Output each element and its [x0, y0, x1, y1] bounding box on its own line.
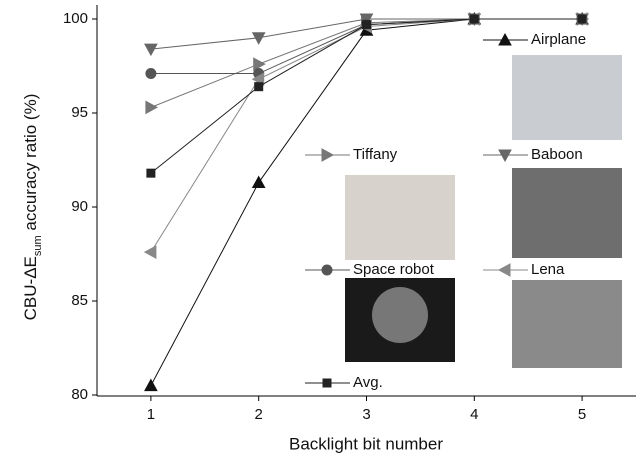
x-tick-label: 4 — [470, 406, 478, 423]
airplane-image — [512, 55, 622, 140]
marker — [578, 15, 586, 23]
marker — [145, 44, 157, 55]
y-axis-title-sub: sum — [32, 235, 44, 256]
baboon-image — [512, 168, 622, 258]
legend-label: Lena — [531, 261, 565, 278]
tiffany-image — [345, 175, 455, 260]
marker — [470, 15, 478, 23]
marker — [322, 149, 333, 161]
marker — [253, 177, 265, 188]
y-tick-label: 100 — [63, 10, 88, 27]
marker — [147, 169, 155, 177]
legend-label: Tiffany — [353, 146, 398, 163]
marker — [145, 246, 156, 258]
marker — [322, 265, 332, 275]
marker — [323, 379, 331, 387]
y-axis-title: CBU-ΔEsum accuracy ratio (%) — [21, 94, 43, 321]
x-tick-label: 1 — [147, 406, 155, 423]
chart: Backlight bit number CBU-ΔEsum accuracy … — [0, 0, 644, 463]
x-tick-label: 3 — [362, 406, 370, 423]
y-tick-label: 85 — [71, 292, 88, 309]
legend-label: Avg. — [353, 374, 383, 391]
marker — [363, 21, 371, 29]
space-robot-planet — [372, 287, 428, 343]
y-axis-title-end: accuracy ratio (%) — [21, 94, 40, 236]
marker — [146, 101, 157, 113]
x-tick-label: 2 — [255, 406, 263, 423]
marker — [146, 69, 156, 79]
legend-label: Space robot — [353, 261, 435, 278]
legend-label: Baboon — [531, 146, 583, 163]
x-axis-title: Backlight bit number — [289, 434, 443, 453]
marker — [499, 264, 510, 276]
y-tick-label: 95 — [71, 104, 88, 121]
y-tick-label: 90 — [71, 198, 88, 215]
legend-label: Airplane — [531, 31, 586, 48]
y-tick-label: 80 — [71, 386, 88, 403]
marker — [145, 380, 157, 391]
lena-image — [512, 280, 622, 368]
x-tick-label: 5 — [578, 406, 586, 423]
y-axis-title-main: CBU-ΔE — [21, 256, 40, 320]
marker — [255, 83, 263, 91]
